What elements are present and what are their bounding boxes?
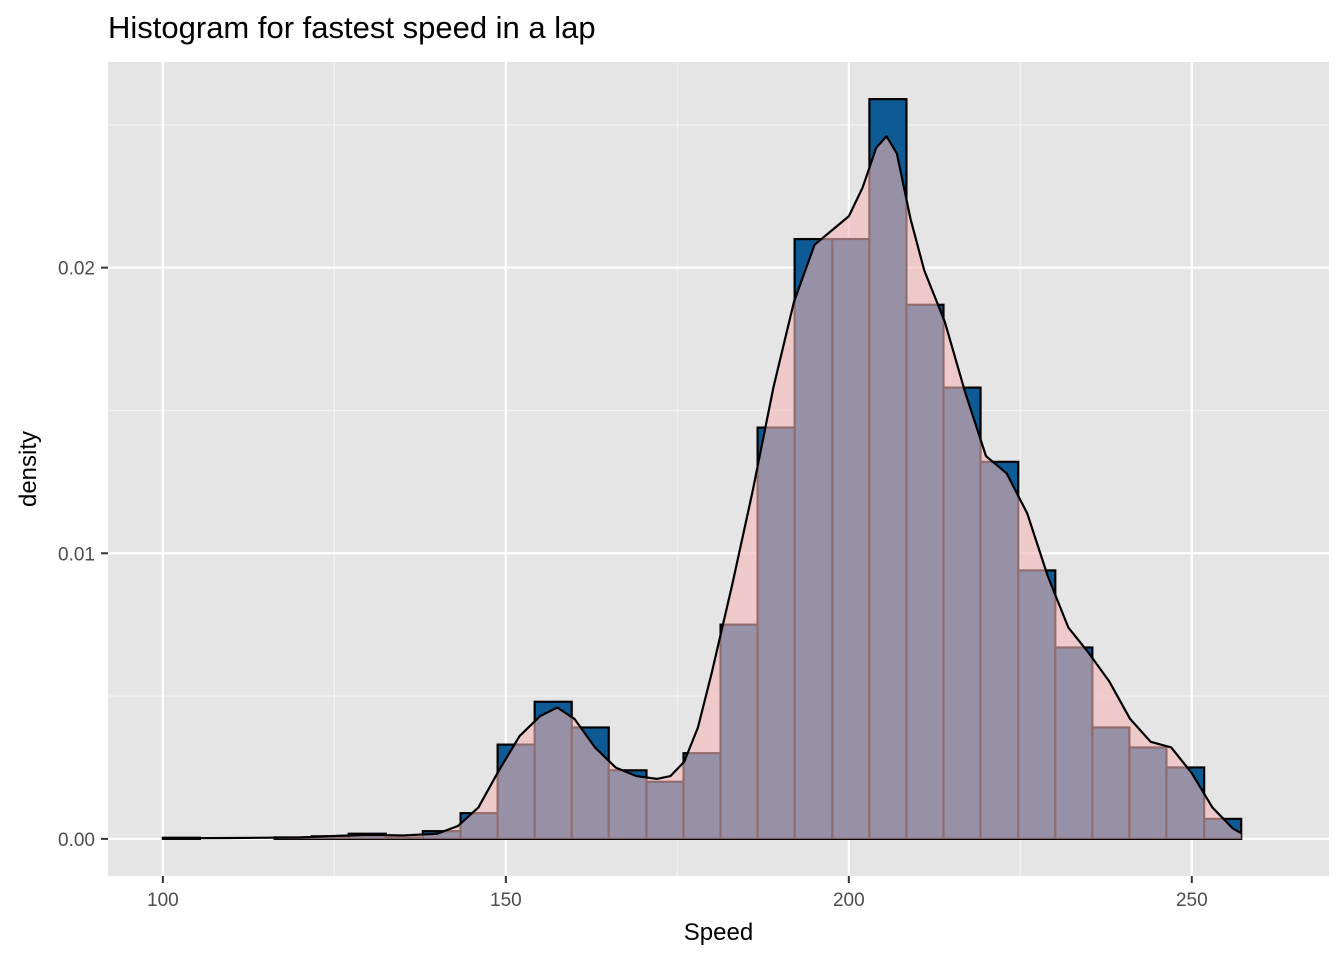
y-axis-title: density <box>15 431 42 507</box>
density-curve <box>162 135 1242 840</box>
y-tick-label: 0.02 <box>58 259 95 280</box>
x-tick-label: 250 <box>1176 890 1208 911</box>
x-axis-title: Speed <box>684 919 753 946</box>
x-tick-label: 200 <box>833 890 865 911</box>
density-area <box>162 136 1242 839</box>
x-tick-label: 100 <box>147 890 179 911</box>
chart-title: Histogram for fastest speed in a lap <box>108 10 596 45</box>
y-tick-label: 0.01 <box>58 544 95 565</box>
y-tick-label: 0.00 <box>58 830 95 851</box>
x-tick-label: 150 <box>490 890 522 911</box>
